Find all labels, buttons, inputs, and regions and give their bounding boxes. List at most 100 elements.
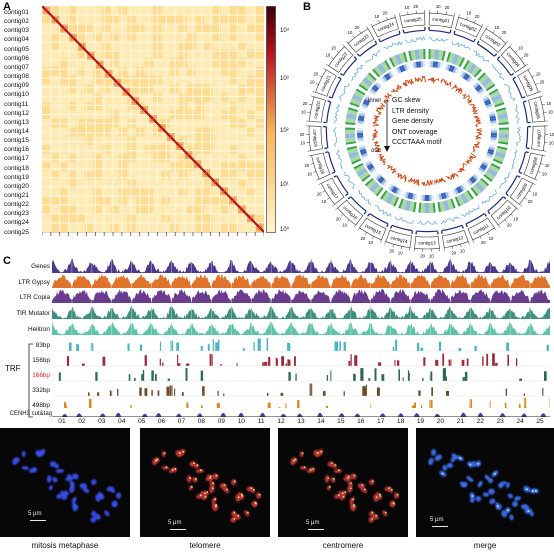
circos-gene-density-block xyxy=(346,115,357,120)
signal-dot xyxy=(206,491,209,493)
chromosome-spot xyxy=(61,495,68,501)
circos-tick xyxy=(316,178,320,181)
heatmap-cell xyxy=(204,49,214,59)
heatmap-cell xyxy=(212,145,222,155)
heatmap-cell xyxy=(84,162,94,172)
circos-ltr-density-block xyxy=(402,190,407,198)
heatmap-cell xyxy=(59,92,68,102)
circos-gene-density-block xyxy=(463,192,471,202)
circos-tick xyxy=(466,16,468,20)
circos-ltr-density-block xyxy=(452,66,458,74)
circos-ltr-density-block xyxy=(394,67,400,75)
heatmap-cell xyxy=(204,197,214,207)
heatmap-cell xyxy=(50,49,60,59)
circos-ont-coverage xyxy=(473,50,490,63)
heatmap-cell xyxy=(212,84,222,94)
signal-dot xyxy=(189,477,192,480)
circos-ltr-density-block xyxy=(488,110,495,115)
circos-ont-coverage xyxy=(428,36,449,42)
circos-ltr-density-block xyxy=(391,185,397,193)
circos-ltr-density-block xyxy=(490,130,497,133)
signal-dot xyxy=(233,480,236,483)
heatmap-cell xyxy=(76,14,85,24)
signal-dot xyxy=(233,518,236,520)
heatmap-cell xyxy=(59,162,68,172)
chromosome-spot xyxy=(469,497,475,503)
circos-gene-density-block xyxy=(361,80,371,89)
signal-dot xyxy=(174,468,177,470)
heatmap-cell xyxy=(135,188,145,198)
heatmap-cell xyxy=(229,188,239,198)
trf-bar xyxy=(186,402,189,408)
chromosome-spot xyxy=(244,510,250,517)
trf-bar xyxy=(325,405,329,408)
circos-ont-coverage xyxy=(440,217,460,225)
track-label-helitron: Helitron xyxy=(27,326,50,333)
heatmap-cell xyxy=(255,188,264,198)
circos-motif-peak xyxy=(327,100,331,103)
heatmap-cell xyxy=(50,171,60,181)
chromosome-spot xyxy=(434,454,442,461)
heatmap-cell xyxy=(118,145,128,155)
heatmap-cell xyxy=(178,6,188,15)
circos-tick xyxy=(319,75,323,78)
circos-gene-density-block xyxy=(458,194,465,205)
circos-gene-density-block xyxy=(498,129,509,132)
circos-ltr-density-block xyxy=(458,70,465,77)
heatmap-cell xyxy=(59,84,68,94)
cenh3-peak xyxy=(499,413,506,417)
trf-bar xyxy=(287,342,290,351)
heatmap-cell xyxy=(50,66,60,76)
circos-ltr-density-block xyxy=(422,194,425,201)
heatmap-cell xyxy=(178,92,188,102)
circos-ltr-density-block xyxy=(466,75,473,82)
circos-contig-label: contig14 xyxy=(390,235,408,244)
circos-contig-label: contig06 xyxy=(533,101,541,119)
circos-tick-label: 10 xyxy=(495,25,500,30)
heatmap-cell xyxy=(195,179,205,189)
trf-bar xyxy=(262,362,264,366)
heatmap-cell xyxy=(50,32,60,42)
heatmap-cell xyxy=(187,66,196,76)
trf-bar xyxy=(151,370,154,381)
heatmap-cell xyxy=(221,171,231,181)
heatmap-anti-diagonal xyxy=(62,26,67,31)
heatmap-cell xyxy=(135,145,145,155)
trf-bar xyxy=(207,344,210,351)
heatmap-cell xyxy=(101,214,111,224)
trf-bar xyxy=(435,359,439,366)
circos-tick xyxy=(366,26,369,29)
heatmap-anti-diagonal xyxy=(44,8,49,13)
trf-bar xyxy=(505,388,507,396)
heatmap-cell xyxy=(212,101,222,111)
micrograph-dapi: 5 μm xyxy=(0,428,130,537)
heatmap-cell xyxy=(42,136,51,146)
heatmap-cell xyxy=(118,92,128,102)
heatmap-cell xyxy=(204,58,214,68)
heatmap-cell xyxy=(50,188,60,198)
heatmap-anti-diagonal xyxy=(204,171,209,176)
heatmap-cell xyxy=(135,171,145,181)
circos-tick-label: 20 xyxy=(548,109,553,114)
circos-tick xyxy=(519,204,522,207)
trf-label-156bp: 156bp xyxy=(32,357,50,364)
circos-ltr-density-block xyxy=(479,90,486,96)
signal-dot xyxy=(361,484,364,487)
heatmap-cell xyxy=(67,153,77,163)
signal-dot xyxy=(347,475,350,478)
heatmap-cell xyxy=(195,75,205,85)
circos-gene-density-block xyxy=(430,49,433,60)
trf-bar xyxy=(166,386,170,396)
heatmap-cell xyxy=(212,223,222,233)
circos-gene-density-block xyxy=(441,201,446,212)
circos-motif-peak xyxy=(518,171,523,174)
circos-ltr-density-block xyxy=(373,84,380,91)
heatmap-cell xyxy=(93,49,103,59)
circos-ltr-density-block xyxy=(482,96,490,102)
heatmap-cell xyxy=(50,136,60,146)
circos-gene-density-block xyxy=(441,50,446,61)
track-label-ltr-copia: LTR Copia xyxy=(19,294,50,301)
heatmap-cell xyxy=(204,136,214,146)
heatmap-cell xyxy=(93,188,103,198)
trf-bar xyxy=(322,391,326,396)
